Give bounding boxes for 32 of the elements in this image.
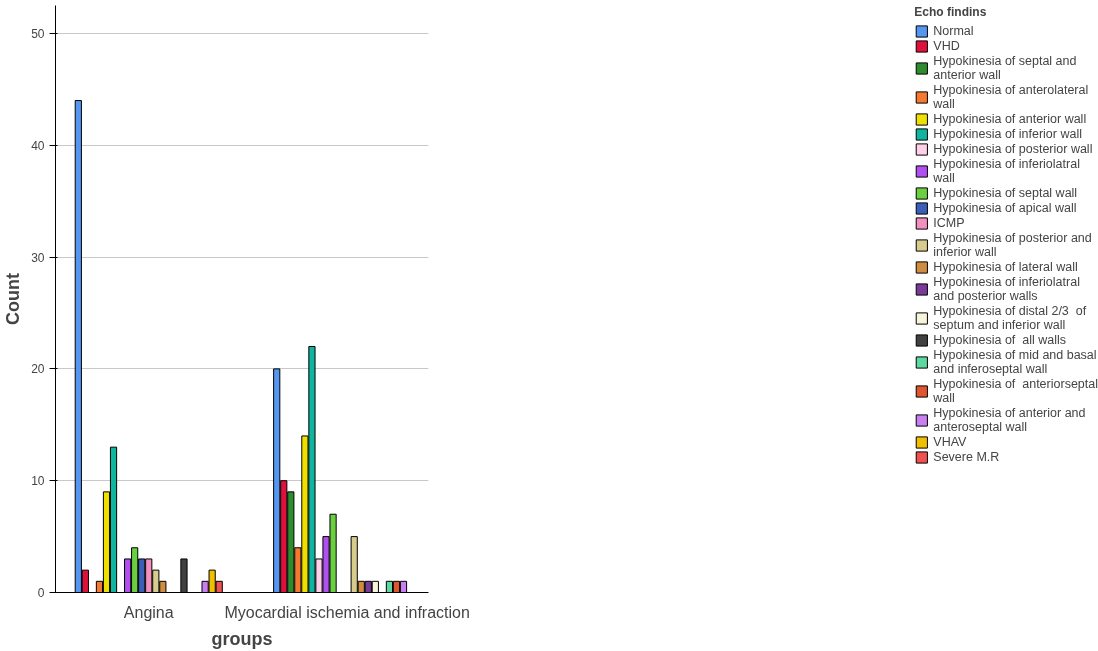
y-tick-label: 40 (31, 138, 45, 153)
x-tick-label: Myocardial ischemia and infraction (224, 603, 470, 621)
y-tick-label: 10 (31, 474, 45, 489)
legend-label: ICMP (933, 216, 965, 230)
x-tick-label: Angina (123, 603, 174, 621)
legend-label: Hypokinesia of posterior wall (933, 142, 1093, 156)
legend-label: Hypokinesia of septal and anterior wall (933, 54, 1077, 82)
legend-label: Hypokinesia of all walls (933, 333, 1067, 347)
y-tick-label: 50 (31, 26, 45, 41)
legend-label: VHAV (933, 435, 967, 449)
legend-label: Severe M.R (933, 450, 1000, 464)
legend-label: Hypokinesia of anterolateral wall (933, 83, 1089, 111)
y-axis-title: Count (3, 273, 24, 325)
legend-label: Hypokinesia of mid and basal and inferoseptal wall (933, 348, 1097, 376)
legend-label: Hypokinesia of distal 2/3 of septum and inferior wall (933, 304, 1087, 332)
legend-label: VHD (933, 39, 960, 53)
legend-label: Hypokinesia of apical wall (933, 201, 1077, 215)
legend-label: Hypokinesia of posterior and inferior wall (933, 231, 1092, 259)
x-axis-title: groups (211, 628, 273, 649)
legend-label: Hypokinesia of septal wall (933, 186, 1078, 200)
y-tick-label: 0 (37, 586, 45, 600)
legend-label: Hypokinesia of inferiolatral wall (933, 157, 1080, 185)
legend-label: Hypokinesia of anteriorseptal wall (933, 377, 1098, 405)
legend-label: Hypokinesia of inferior wall (933, 127, 1082, 141)
legend-title: Echo findins (914, 5, 988, 19)
y-tick-label: 20 (31, 362, 45, 377)
legend-label: Hypokinesia of lateral wall (933, 260, 1078, 274)
legend-label: Hypokinesia of anterior and anteroseptal wall (933, 406, 1086, 434)
y-tick-label: 30 (31, 250, 45, 265)
legend-label: Hypokinesia of inferiolatral and posterior walls (933, 275, 1080, 303)
legend-label: Normal (933, 24, 974, 38)
legend-label: Hypokinesia of anterior wall (933, 112, 1087, 126)
